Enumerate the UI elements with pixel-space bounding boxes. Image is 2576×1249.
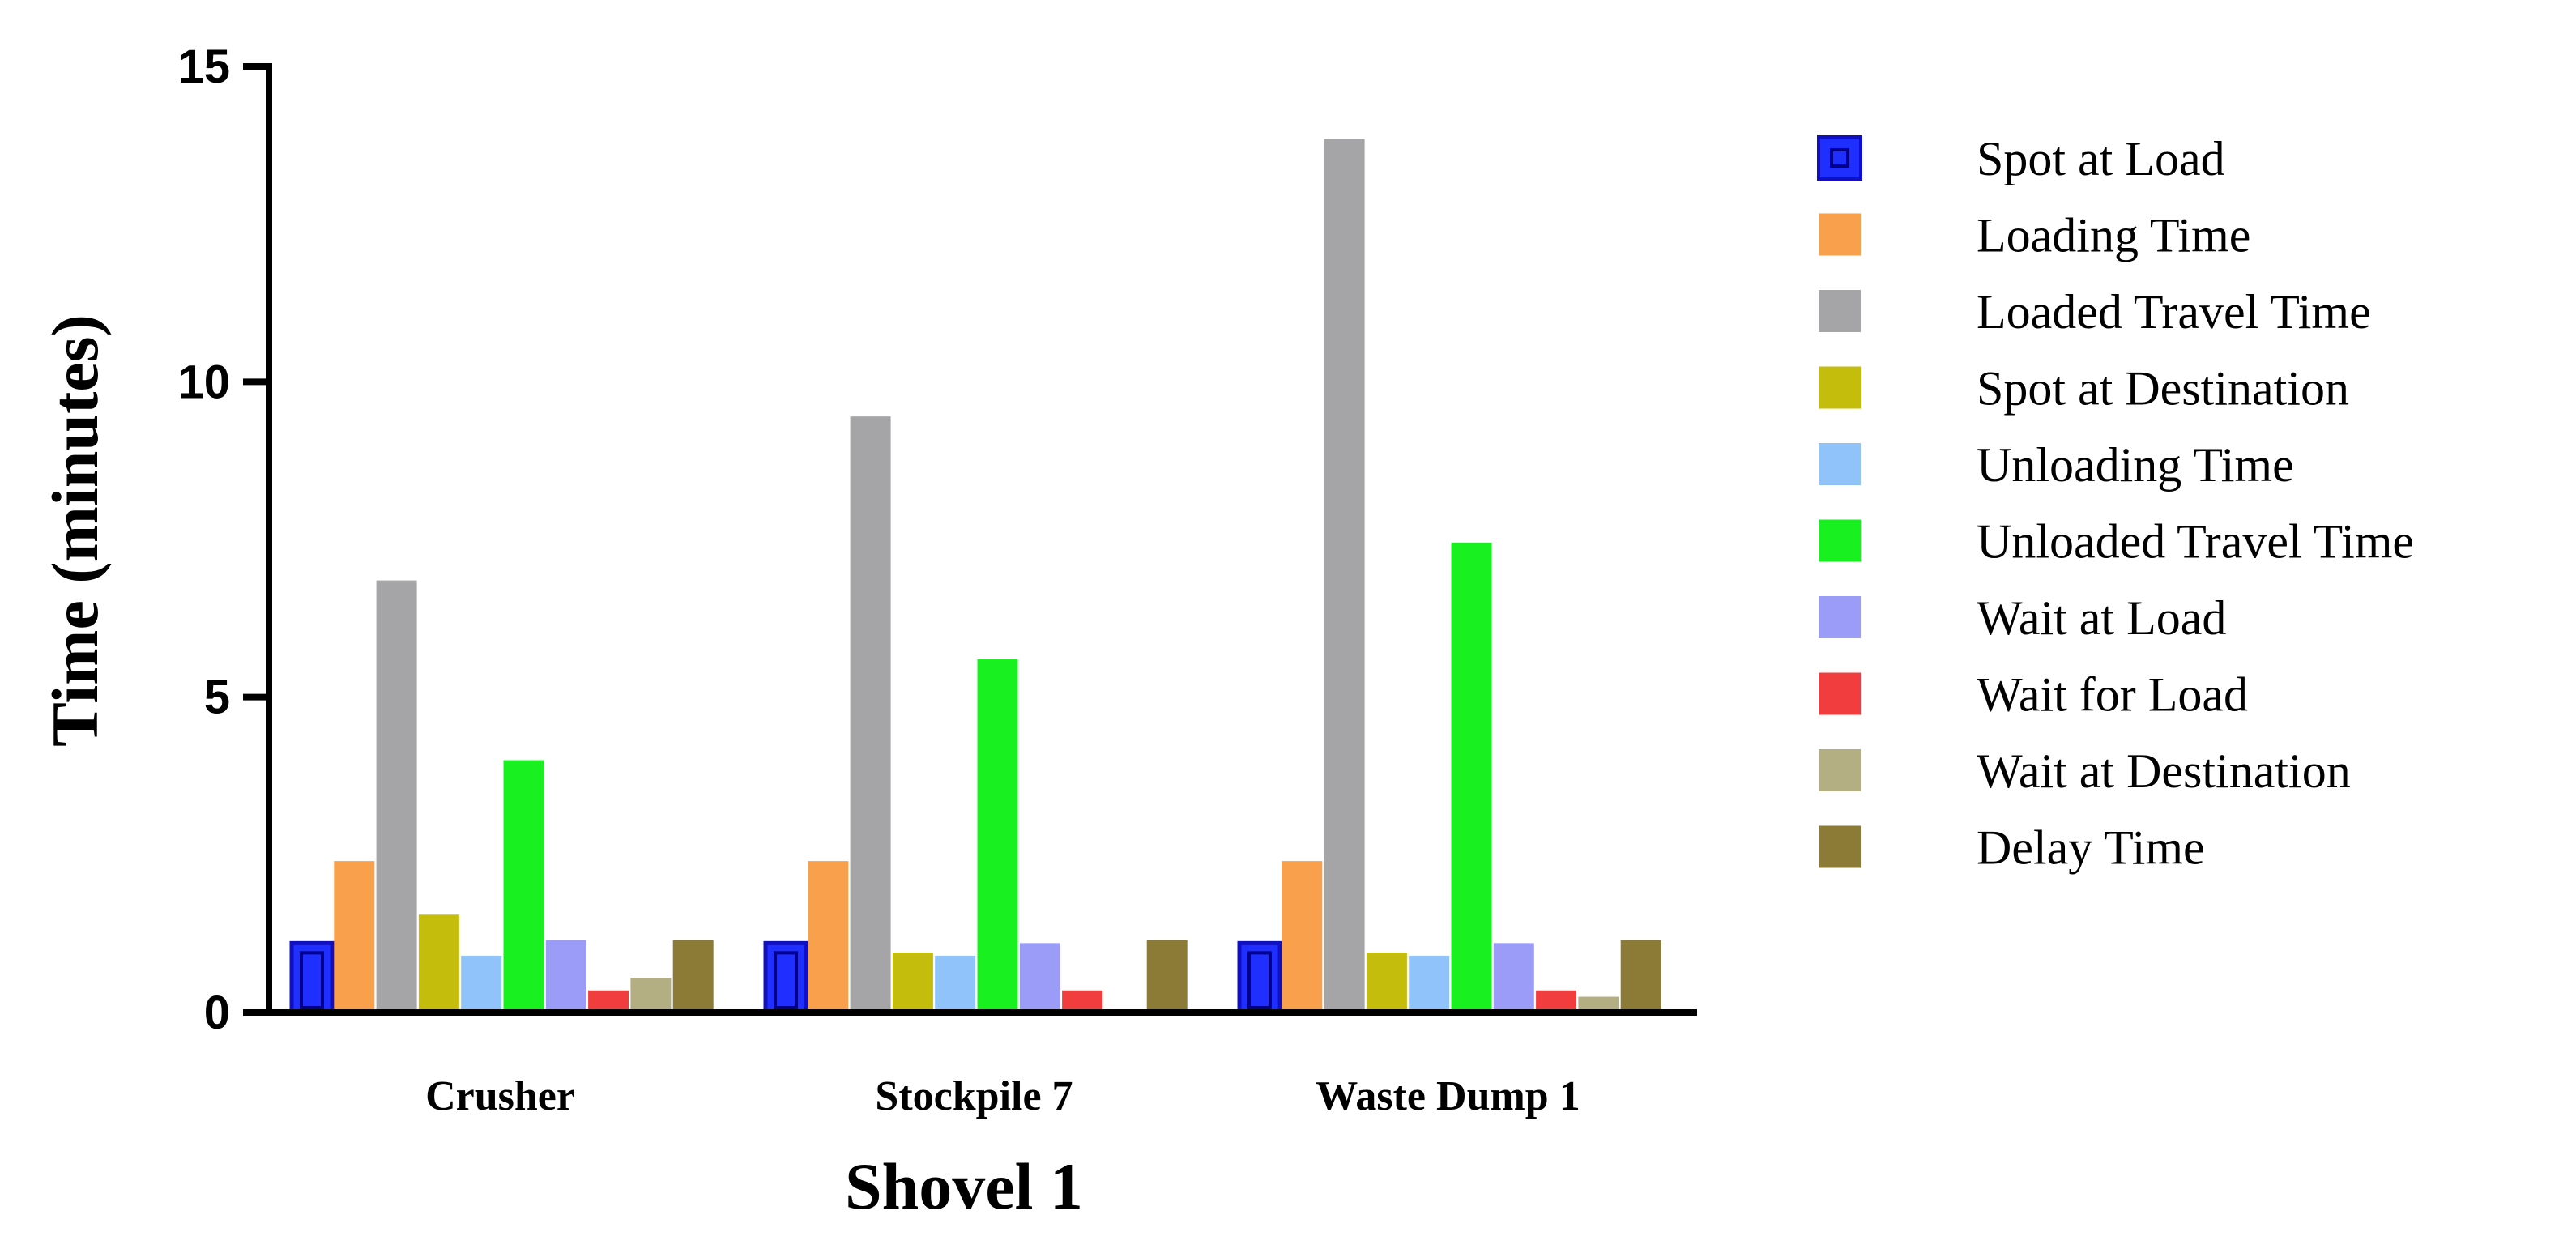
- legend-label: Unloading Time: [1977, 438, 2294, 492]
- bar-crusher-loaded-travel-time: [376, 580, 417, 1012]
- x-tick-label: Waste Dump 1: [1316, 1073, 1580, 1119]
- legend-swatch: [1819, 672, 1861, 715]
- x-axis-title: Shovel 1: [845, 1149, 1083, 1223]
- y-tick-label: 5: [204, 671, 230, 724]
- legend-label: Wait at Load: [1977, 591, 2226, 645]
- bar-stockpile-7-wait-for-load: [1062, 990, 1103, 1012]
- legend-swatch-inner: [1830, 148, 1849, 168]
- bar-waste-dump-1-unloading-time: [1409, 955, 1450, 1012]
- legend: Spot at Load Loading Time Loaded Travel Ti…: [1817, 132, 2414, 875]
- legend-swatch: [1817, 135, 1862, 181]
- legend-swatch: [1819, 596, 1861, 638]
- legend-swatch: [1819, 519, 1861, 562]
- y-axis-title: Time (minutes): [38, 314, 112, 747]
- bar-stockpile-7-delay-time: [1146, 940, 1188, 1012]
- legend-label: Unloaded Travel Time: [1977, 515, 2414, 569]
- bar-inner-outline: [1247, 951, 1272, 1010]
- bar-waste-dump-1-spot-at-destination: [1366, 953, 1407, 1012]
- bar-crusher-wait-for-load: [588, 990, 629, 1012]
- bar-crusher-delay-time: [672, 940, 714, 1012]
- legend-swatch: [1819, 749, 1861, 791]
- bar-stockpile-7-spot-at-destination: [892, 953, 933, 1012]
- x-tick-label: Crusher: [425, 1073, 575, 1119]
- legend-swatch: [1819, 443, 1861, 485]
- bar-waste-dump-1-wait-at-load: [1493, 943, 1534, 1012]
- legend-swatch: [1819, 290, 1861, 332]
- bar-inner-outline: [300, 951, 324, 1010]
- legend-label: Spot at Load: [1977, 132, 2225, 185]
- bar-stockpile-7-loading-time: [808, 861, 849, 1012]
- bars-group: [289, 139, 1661, 1015]
- bar-stockpile-7-unloaded-travel-time: [977, 659, 1018, 1012]
- bar-crusher-wait-at-load: [545, 940, 586, 1012]
- legend-label: Wait at Destination: [1977, 744, 2351, 798]
- legend-label: Wait for Load: [1977, 668, 2248, 722]
- bar-waste-dump-1-spot-at-load: [1237, 940, 1282, 1015]
- bar-waste-dump-1-unloaded-travel-time: [1451, 542, 1492, 1012]
- legend-label: Delay Time: [1977, 821, 2205, 875]
- legend-label: Spot at Destination: [1977, 362, 2349, 416]
- y-tick-label: 15: [177, 40, 230, 93]
- bar-crusher-unloading-time: [461, 955, 502, 1012]
- y-tick-label: 10: [177, 356, 230, 408]
- bar-waste-dump-1-delay-time: [1620, 940, 1661, 1012]
- bar-waste-dump-1-loading-time: [1282, 861, 1323, 1012]
- bar-inner-outline: [774, 951, 798, 1010]
- bar-crusher-loading-time: [334, 861, 375, 1012]
- bar-stockpile-7-loaded-travel-time: [850, 416, 891, 1012]
- legend-label: Loaded Travel Time: [1977, 285, 2371, 339]
- legend-label: Loading Time: [1977, 209, 2250, 262]
- legend-swatch: [1819, 825, 1861, 868]
- bar-stockpile-7-unloading-time: [935, 955, 976, 1012]
- bar-crusher-wait-at-destination: [630, 978, 672, 1012]
- legend-swatch: [1819, 213, 1861, 256]
- y-tick-label: 0: [204, 987, 230, 1039]
- bar-crusher-spot-at-destination: [418, 914, 459, 1012]
- legend-swatch: [1819, 366, 1861, 409]
- bar-waste-dump-1-loaded-travel-time: [1324, 139, 1365, 1013]
- axes-group: Crusher Stockpile 7 Waste Dump 1 0 5 10 15: [177, 40, 1697, 1119]
- bar-waste-dump-1-wait-for-load: [1536, 990, 1577, 1012]
- x-tick-label: Stockpile 7: [875, 1073, 1073, 1119]
- bar-waste-dump-1-wait-at-destination: [1578, 996, 1619, 1012]
- bar-stockpile-7-wait-at-load: [1019, 943, 1060, 1012]
- bar-crusher-unloaded-travel-time: [503, 760, 544, 1012]
